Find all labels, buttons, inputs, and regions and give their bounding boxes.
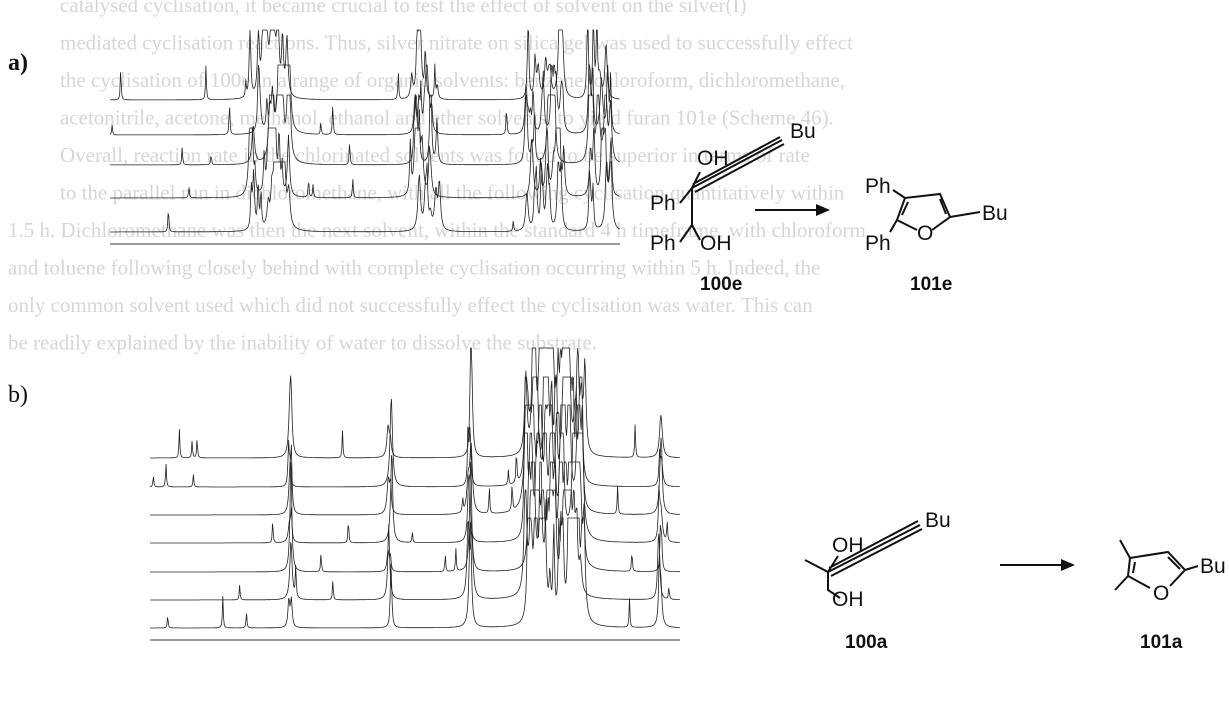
ghost-line: Overall, reaction rate in the chlorinate… [60,143,810,167]
ghost-line: acetonitrile, acetone, methanol, ethanol… [60,106,834,130]
spectrum-trace [150,517,680,629]
bond [1114,539,1199,591]
arrowhead [816,204,830,216]
panel-label: a) [8,50,28,76]
atom-label: OH [697,147,729,170]
ghost-line: to the parallel run in dichloromethane, … [60,181,845,205]
atom-label: Ph [650,192,676,215]
spectrum-trace [110,94,620,166]
atom-label: OH [700,232,732,255]
atom-label: Bu [1200,555,1226,578]
atom-label: O [1153,582,1169,605]
ghost-line: mediated cyclisation reactions. Thus, si… [60,31,853,55]
spectrum-trace [150,404,680,516]
compound-number: 100a [845,632,888,653]
scheme-a: Ph OH Bu Ph OH 100e Ph Ph O Bu 101e [650,120,1008,295]
spectrum-trace [150,461,680,573]
bond [804,520,923,599]
ghost-line: 1.5 h. Dichloromethane was then the next… [8,218,866,242]
show-through-text: catalysed cyclisation, it became crucial… [8,0,866,355]
ghost-line: only common solvent used which did not s… [8,293,813,317]
spectrum-trace [150,489,680,601]
atom-label: Bu [925,509,951,532]
bond [889,189,981,233]
bond [679,136,785,243]
atom-label: Ph [650,232,676,255]
spectrum-trace [150,432,680,544]
spectrum-trace [149,375,680,488]
ghost-line: catalysed cyclisation, it became crucial… [60,0,747,17]
atom-label: OH [832,588,864,611]
compound-number: 101a [1140,632,1183,653]
atom-label: OH [832,534,864,557]
atom-label: Ph [865,175,891,198]
arrowhead [1061,559,1075,571]
spectrum-trace [110,28,620,101]
compound-number: 101e [910,274,952,295]
panel-label: b) [8,382,28,408]
atom-label: Ph [865,232,891,255]
spectrum-trace [150,347,680,459]
atom-label: O [917,222,933,245]
atom-label: Bu [790,120,816,143]
ghost-line: the cyclisation of 100e in a range of or… [60,68,845,92]
atom-label: Bu [982,202,1008,225]
nmr-spectra [109,28,680,641]
ghost-line: be readily explained by the inability of… [8,331,597,355]
scheme-b: OH Bu OH 100a O Bu 101a [804,509,1226,653]
compound-number: 100e [700,274,742,295]
spectrum-trace [110,161,620,233]
ghost-line: and toluene following closely behind wit… [8,256,820,280]
